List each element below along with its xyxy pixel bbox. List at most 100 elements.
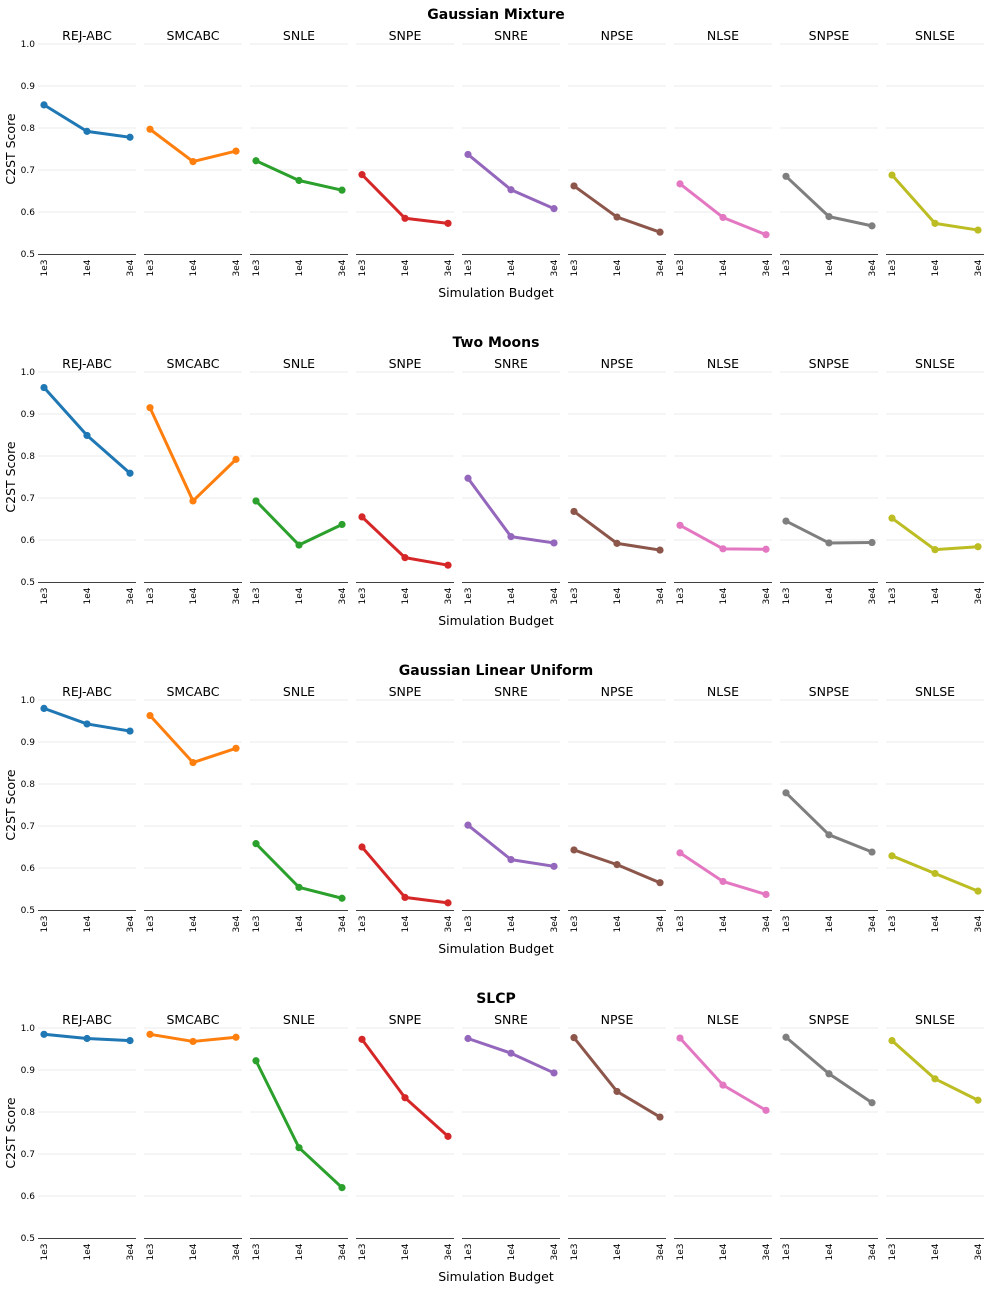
data-point [338,186,346,194]
data-point [762,231,770,239]
x-tick-label: 1e3 [146,260,156,277]
x-tick-label: 1e3 [464,588,474,605]
data-point [719,545,727,553]
method-title: NLSE [707,356,739,371]
method-title: REJ-ABC [62,684,112,699]
method-title: REJ-ABC [62,28,112,43]
x-tick-label: 1e3 [40,1244,50,1261]
y-tick-label: 0.5 [21,578,35,588]
data-point [146,125,154,133]
data-point [232,1033,240,1041]
x-tick-label: 3e4 [974,915,984,932]
data-point [782,517,790,525]
x-axis-label: Simulation Budget [438,941,554,956]
subplot-nlse: NLSE 1e3 1e4 3e4 [674,1012,772,1261]
x-tick-label: 1e4 [613,587,623,604]
x-tick-label: 3e4 [338,259,348,276]
data-point [40,1030,48,1038]
x-tick-label: 3e4 [656,915,666,932]
x-tick-label: 1e4 [401,259,411,276]
series-line [572,1036,662,1119]
y-tick-label: 0.8 [21,452,36,462]
subplot-snle: SNLE 1e3 1e4 3e4 [250,356,348,605]
data-point [252,840,260,848]
x-tick-label: 3e4 [762,259,772,276]
data-point [83,431,91,440]
x-tick-label: 3e4 [656,587,666,604]
x-tick-label: 1e4 [189,1243,199,1260]
method-title: SMCABC [166,684,219,699]
x-tick-label: 1e4 [295,1243,305,1260]
data-point [868,538,876,547]
x-axis-label: Simulation Budget [438,613,554,628]
x-tick-label: 1e4 [613,259,623,276]
x-tick-label: 1e4 [83,587,93,604]
x-tick-label: 1e3 [464,260,474,277]
subplot-smcabc: SMCABC 1e3 1e4 3e4 [144,28,242,277]
x-tick-label: 1e3 [252,916,262,933]
subplot-snpe: SNPE 1e3 1e4 3e4 [356,1012,454,1261]
method-title: SNPSE [809,684,850,699]
series-line [678,182,768,237]
data-point [507,533,515,541]
x-tick-label: 1e4 [825,1243,835,1260]
x-tick-label: 1e4 [931,587,941,604]
x-tick-label: 1e4 [83,1243,93,1260]
series-line [148,127,238,164]
x-tick-label: 3e4 [338,915,348,932]
x-tick-label: 1e4 [83,915,93,932]
x-tick-label: 3e4 [550,1243,560,1260]
y-axis-label: C2ST Score [3,113,18,185]
x-tick-label: 1e3 [782,588,792,605]
panel-row-4: SLCP C2ST Score 0.5 0.6 0.7 0.8 0.9 1.0 Simulati… [3,991,984,1284]
data-point [252,1057,260,1065]
panel-row-2: Two Moons C2ST Score 0.5 0.6 0.7 0.8 0.9 1.0 Sim… [3,335,984,628]
method-title: SNRE [494,28,528,43]
method-title: SNPSE [809,356,850,371]
data-point [888,852,896,860]
data-point [146,711,154,720]
x-tick-label: 3e4 [868,259,878,276]
data-point [868,848,876,856]
x-tick-label: 1e3 [570,588,580,605]
x-tick-label: 3e4 [126,259,136,276]
data-point [401,214,409,222]
data-point [189,1037,197,1046]
x-tick-label: 1e4 [189,915,199,932]
data-point [931,219,939,227]
method-title: SNRE [494,1012,528,1027]
y-tick-label: 0.9 [21,410,36,420]
data-point [762,1106,770,1114]
x-tick-label: 1e4 [507,587,517,604]
data-point [613,861,621,869]
data-point [825,539,833,547]
series-line [890,516,980,552]
series-line [254,1059,344,1190]
x-tick-label: 3e4 [762,1243,772,1260]
row-title: SLCP [476,991,516,1007]
x-tick-label: 1e4 [931,259,941,276]
x-tick-label: 1e3 [358,1244,368,1261]
data-point [126,133,134,141]
x-tick-label: 1e3 [888,260,898,277]
x-tick-label: 1e3 [146,588,156,605]
x-tick-label: 3e4 [974,587,984,604]
method-title: SMCABC [166,28,219,43]
method-title: SMCABC [166,1012,219,1027]
data-point [338,520,346,529]
data-point [656,1113,664,1121]
data-point [444,219,452,227]
data-point [570,182,578,190]
data-point [252,497,260,505]
x-tick-label: 1e3 [888,916,898,933]
subplot-snle: SNLE 1e3 1e4 3e4 [250,684,348,933]
data-point [295,1144,303,1152]
subplot-nlse: NLSE 1e3 1e4 3e4 [674,356,772,605]
data-point [338,894,346,902]
method-title: SNLE [283,684,315,699]
row-title: Two Moons [453,335,540,351]
series-line [254,499,344,547]
subplot-snle: SNLE 1e3 1e4 3e4 [250,1012,348,1261]
y-tick-label: 0.6 [21,1192,36,1202]
x-tick-label: 1e3 [888,1244,898,1261]
